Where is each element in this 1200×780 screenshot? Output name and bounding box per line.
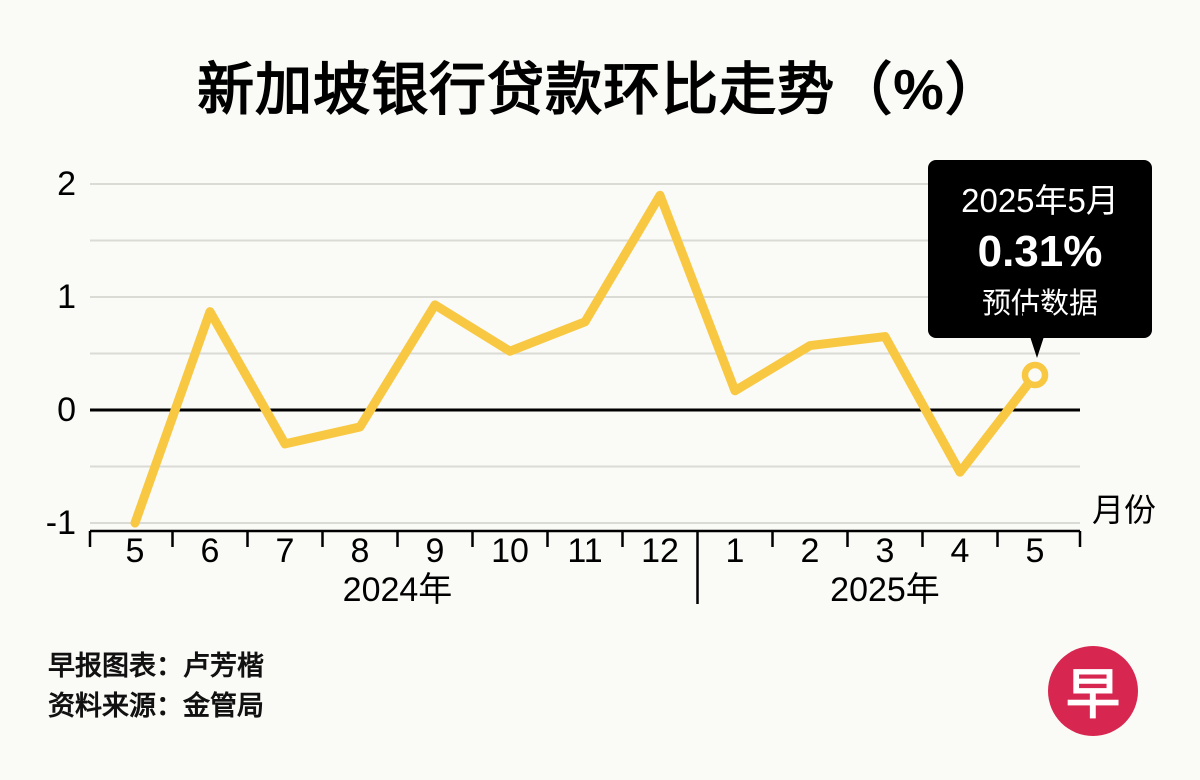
x-tick-label: 8 <box>351 532 370 570</box>
x-axis-title: 月份 <box>1092 492 1156 528</box>
chart-credit: 早报图表：卢芳楷 <box>48 651 264 681</box>
callout-value: 0.31% <box>977 227 1103 276</box>
x-tick-label: 5 <box>126 532 145 570</box>
y-tick-label: 2 <box>57 165 76 203</box>
y-tick-label: -1 <box>46 504 76 542</box>
x-tick-label: 4 <box>951 532 970 570</box>
callout-pointer <box>1022 312 1052 358</box>
data-source: 资料来源：金管局 <box>48 691 264 721</box>
annotation-callout: 2025年5月 0.31% 预估数据 <box>928 160 1152 338</box>
x-tick-label: 7 <box>276 532 295 570</box>
x-tick-label: 10 <box>491 532 529 570</box>
x-tick-label: 11 <box>567 532 602 570</box>
year-label: 2024年 <box>343 571 453 609</box>
x-tick-label: 5 <box>1026 532 1045 570</box>
series-line <box>130 190 1040 528</box>
footer-credits: 早报图表：卢芳楷 资料来源：金管局 <box>48 646 264 726</box>
x-tick-label: 12 <box>641 532 679 570</box>
y-tick-label: 0 <box>57 391 76 429</box>
last-point-marker <box>1021 361 1049 389</box>
x-tick-label: 3 <box>876 532 895 570</box>
y-tick-label: 1 <box>57 278 76 316</box>
chart-title: 新加坡银行贷款环比走势（%） <box>197 58 1003 122</box>
year-label: 2025年 <box>830 571 940 609</box>
x-tick-label: 1 <box>726 532 745 570</box>
callout-date: 2025年5月 <box>961 182 1119 219</box>
logo-character: 早 <box>1066 664 1120 725</box>
x-tick-label: 9 <box>426 532 445 570</box>
x-tick-label: 2 <box>801 532 820 570</box>
zaobao-logo: 早 <box>1048 646 1138 736</box>
x-tick-label: 6 <box>201 532 220 570</box>
